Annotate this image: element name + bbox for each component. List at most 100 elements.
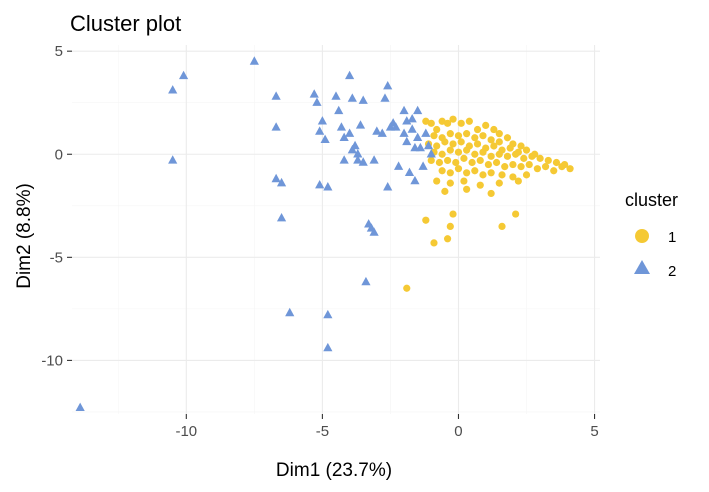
cluster-2-point — [358, 157, 368, 166]
cluster-1-point — [441, 138, 449, 146]
cluster-2-point — [317, 116, 327, 125]
cluster-2-point — [410, 175, 420, 185]
cluster-2-point — [353, 149, 363, 158]
cluster-2-point — [347, 93, 357, 102]
cluster-1-point — [441, 187, 449, 195]
cluster-1-point — [503, 152, 512, 160]
cluster-2-point — [178, 70, 189, 80]
cluster-1-point — [495, 150, 503, 158]
cluster-2-point — [399, 105, 409, 115]
major-gridlines — [72, 45, 600, 414]
legend-label-1: 1 — [668, 229, 676, 246]
x-tick-label: -5 — [316, 423, 329, 440]
cluster-1-point — [566, 165, 574, 173]
legend-swatch-1 — [635, 229, 649, 243]
cluster-2-point — [276, 212, 287, 222]
cluster-2-point — [315, 126, 325, 135]
cluster-2-point — [339, 132, 349, 141]
cluster-1-point — [503, 134, 512, 142]
cluster-1-point — [443, 235, 452, 243]
cluster-2-point — [353, 155, 363, 164]
cluster-2-point — [271, 122, 281, 131]
cluster-1-point — [446, 179, 454, 187]
cluster-1-point — [427, 156, 435, 165]
cluster-1-point — [490, 142, 498, 150]
cluster-1-point — [403, 284, 411, 292]
cluster-1-point — [544, 156, 552, 165]
cluster-1-point — [487, 189, 495, 198]
axis-ticks — [67, 50, 596, 419]
cluster-1-point — [449, 115, 457, 123]
cluster-1-point — [443, 156, 452, 165]
cluster-1-point — [473, 140, 482, 148]
cluster-1-point — [446, 222, 454, 231]
cluster-2-point — [377, 128, 387, 137]
cluster-1-point — [446, 169, 454, 177]
cluster-2-point — [402, 136, 412, 146]
cluster-1-point — [463, 185, 471, 193]
cluster-1-point — [463, 130, 471, 138]
cluster-2-point — [345, 70, 355, 80]
cluster-1-point — [541, 163, 550, 171]
cluster-2-point — [358, 95, 368, 104]
cluster-1-point — [498, 171, 506, 179]
chart-title: Cluster plot — [70, 11, 181, 36]
cluster-2-point — [331, 91, 341, 100]
cluster-1-point — [479, 132, 487, 140]
cluster-2-point — [323, 309, 333, 319]
cluster-1-point — [558, 163, 566, 171]
cluster-1-point — [449, 140, 457, 148]
cluster-1-point — [465, 117, 473, 125]
cluster-2-point — [309, 89, 319, 98]
x-axis-title: Dim1 (23.7%) — [276, 460, 392, 481]
cluster-1-point — [528, 152, 536, 160]
y-tick-label: -10 — [41, 352, 63, 369]
cluster-1-point — [522, 146, 531, 154]
cluster-1-point — [501, 163, 509, 171]
cluster-2-point — [399, 128, 409, 137]
cluster-2-point — [380, 93, 390, 102]
cluster-1-point — [435, 158, 444, 167]
cluster-2-point — [415, 142, 425, 152]
cluster-1-point — [460, 177, 468, 185]
legend-label-2: 2 — [668, 263, 676, 280]
cluster-1-point — [438, 150, 446, 158]
series-2-points — [75, 56, 436, 412]
cluster-2-point — [285, 307, 295, 317]
cluster-1-point — [452, 158, 460, 167]
cluster-1-point — [430, 239, 438, 247]
cluster-1-point — [525, 160, 533, 169]
cluster-1-point — [471, 167, 479, 175]
cluster-2-point — [413, 132, 423, 141]
cluster-1-point — [514, 177, 522, 185]
cluster-2-point — [334, 105, 344, 115]
cluster-2-point — [323, 182, 333, 191]
cluster-1-point — [471, 134, 479, 142]
legend-swatch-2 — [634, 260, 650, 274]
legend-title: cluster — [625, 190, 678, 210]
cluster-1-point — [454, 148, 463, 156]
cluster-1-point — [495, 179, 503, 187]
cluster-2-point — [355, 120, 366, 129]
x-tick-label: 0 — [454, 423, 462, 440]
minor-gridlines — [72, 45, 600, 414]
cluster-2-point — [407, 114, 417, 123]
y-axis-tick-labels: 5 0 -5 -10 — [41, 43, 63, 369]
cluster-1-point — [517, 163, 525, 171]
cluster-1-point — [422, 216, 430, 224]
cluster-1-point — [449, 210, 457, 218]
cluster-1-point — [512, 210, 520, 218]
cluster-1-point — [457, 119, 465, 127]
cluster-2-point — [339, 155, 349, 164]
x-tick-label: 5 — [590, 423, 598, 440]
cluster-2-point — [372, 126, 382, 135]
cluster-1-point — [460, 154, 468, 162]
cluster-2-point — [249, 56, 259, 65]
cluster-1-point — [495, 130, 503, 138]
cluster-2-point — [320, 134, 330, 144]
cluster-2-point — [276, 177, 287, 187]
cluster-2-point — [312, 97, 322, 106]
cluster-1-point — [430, 132, 438, 140]
cluster-1-point — [522, 171, 531, 179]
cluster-2-point — [369, 227, 379, 236]
